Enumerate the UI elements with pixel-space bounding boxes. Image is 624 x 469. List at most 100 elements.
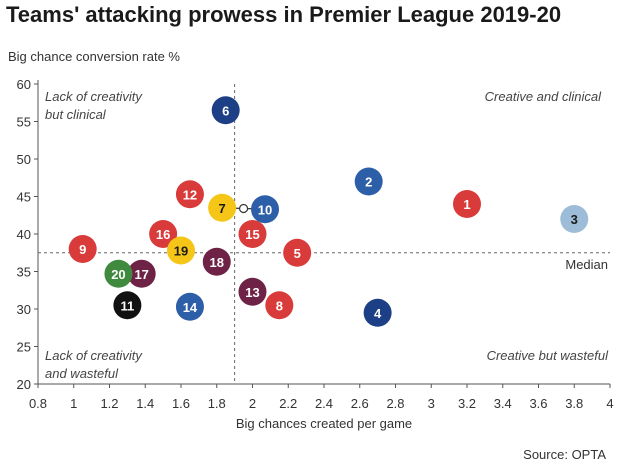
median-lines: Median (38, 84, 610, 384)
y-tick-label: 20 (17, 377, 31, 392)
y-tick-label: 45 (17, 190, 31, 205)
team-point-20: 20 (104, 259, 133, 288)
team-marker-label: 12 (183, 187, 197, 202)
team-marker-label: 16 (156, 227, 170, 242)
team-point-17: 17 (127, 259, 156, 288)
team-marker (68, 235, 97, 263)
team-marker-label: 14 (183, 300, 198, 315)
team-point-16: 16 (149, 220, 178, 248)
team-marker (127, 259, 156, 288)
team-marker (283, 238, 312, 267)
y-axis-title: Big chance conversion rate % (8, 49, 180, 64)
team-marker-label: 19 (174, 244, 188, 259)
team-point-18: 18 (202, 247, 231, 276)
team-marker-label: 11 (121, 298, 135, 313)
source-note: Source: OPTA (523, 447, 606, 462)
x-tick-label: 2 (249, 396, 256, 411)
x-tick-label: 2.2 (279, 396, 297, 411)
y-tick-label: 35 (17, 265, 31, 280)
team-point-19: 19 (167, 236, 195, 265)
team-marker-label: 3 (571, 212, 578, 227)
team-marker (113, 291, 142, 320)
team-marker (354, 167, 383, 196)
team-marker-label: 5 (294, 246, 301, 261)
team-marker (167, 236, 195, 265)
team-point-8: 8 (265, 291, 294, 320)
quadrant-label: but clinical (45, 107, 107, 122)
team-marker (363, 298, 392, 327)
team-marker (251, 195, 280, 224)
team-point-12: 12 (175, 180, 204, 209)
team-point-1: 1 (453, 190, 481, 218)
team-marker (202, 247, 231, 276)
team-point-15: 15 (238, 220, 267, 248)
x-tick-label: 3.6 (529, 396, 547, 411)
team-point-14: 14 (175, 292, 204, 321)
median-label: Median (565, 257, 608, 272)
team-marker (208, 193, 237, 222)
y-tick-label: 30 (17, 302, 31, 317)
x-tick-label: 3.2 (458, 396, 476, 411)
team-point-11: 11 (113, 291, 142, 320)
team-marker-label: 10 (258, 202, 272, 217)
team-marker-label: 20 (111, 267, 125, 282)
x-tick-label: 1.6 (172, 396, 190, 411)
team-point-2: 2 (354, 167, 383, 196)
team-marker-label: 18 (210, 255, 224, 270)
x-tick-label: 1.4 (136, 396, 154, 411)
x-tick-label: 3 (428, 396, 435, 411)
team-point-3: 3 (560, 205, 589, 233)
x-tick-label: 2.6 (351, 396, 369, 411)
quadrant-label: Creative but wasteful (487, 348, 610, 363)
quadrant-label: and wasteful (45, 366, 119, 381)
team-marker (238, 277, 267, 306)
x-tick-label: 1 (70, 396, 77, 411)
team-marker-label: 4 (374, 306, 382, 321)
quadrant-label: Lack of creativity (45, 89, 143, 104)
team-marker-label: 1 (463, 197, 470, 212)
connector-node (238, 203, 249, 214)
team-marker-label: 15 (245, 227, 259, 242)
team-marker (175, 180, 204, 209)
quadrant-labels: Lack of creativity but clinical Creative a… (45, 89, 609, 381)
team-marker (265, 291, 294, 320)
team-marker (211, 96, 240, 125)
team-marker (149, 220, 178, 248)
team-marker (560, 205, 589, 233)
team-marker-label: 6 (222, 103, 229, 118)
x-tick-label: 2.8 (386, 396, 404, 411)
x-tick-label: 0.8 (29, 396, 47, 411)
team-point-6: 6 (211, 96, 240, 125)
x-tick-label: 3.8 (565, 396, 583, 411)
chart-title: Teams' attacking prowess in Premier Leag… (6, 2, 562, 27)
team-marker-label: 9 (79, 242, 86, 257)
team-point-10: 10 (251, 195, 280, 224)
team-marker (453, 190, 481, 218)
y-tick-label: 50 (17, 152, 31, 167)
x-tick-label: 2.4 (315, 396, 333, 411)
x-tick-label: 1.2 (100, 396, 118, 411)
y-tick-label: 40 (17, 227, 31, 242)
team-point-7: 7 (208, 193, 237, 222)
quadrant-label: Lack of creativity (45, 348, 143, 363)
team-point-4: 4 (363, 298, 392, 327)
x-tick-label: 1.8 (208, 396, 226, 411)
y-tick-label: 60 (17, 77, 31, 92)
x-tick-label: 4 (606, 396, 613, 411)
team-marker-label: 7 (218, 201, 225, 216)
x-axis-title: Big chances created per game (236, 416, 412, 431)
team-point-9: 9 (68, 235, 97, 263)
team-marker (104, 259, 133, 288)
team-marker-label: 17 (134, 267, 148, 282)
team-marker (175, 292, 204, 321)
x-tick-label: 3.4 (494, 396, 512, 411)
team-marker-label: 2 (365, 175, 372, 190)
team-point-13: 13 (238, 277, 267, 306)
quadrant-label: Creative and clinical (485, 89, 602, 104)
team-marker-label: 8 (276, 298, 283, 313)
team-marker-label: 13 (245, 285, 259, 300)
team-point-5: 5 (283, 238, 312, 267)
